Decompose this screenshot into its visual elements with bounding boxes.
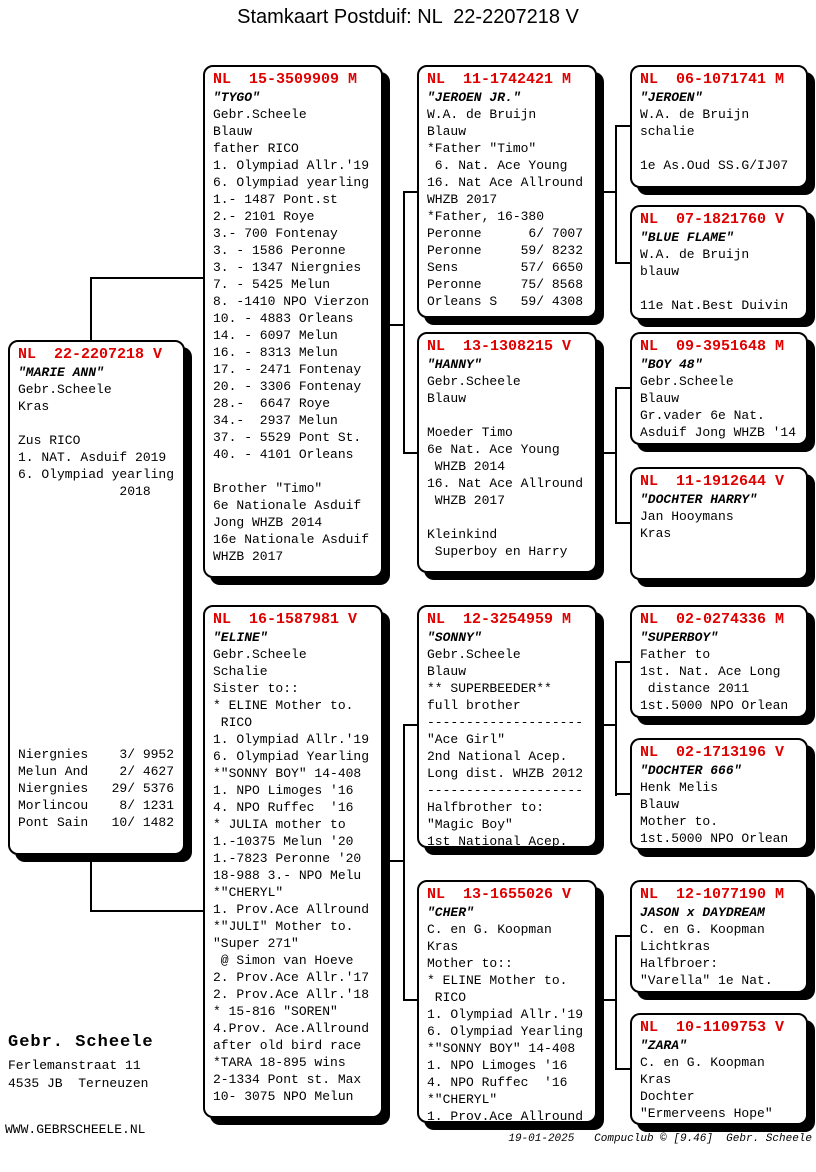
ring-number: NL 06-1071741 M <box>640 71 785 88</box>
ring-number: NL 02-1713196 V <box>640 744 785 761</box>
owner-name: Gebr. Scheele <box>8 1033 154 1052</box>
pedigree-notes: Father to 1st. Nat. Ace Long distance 20… <box>640 647 789 713</box>
ring-number: NL 09-3951648 M <box>640 338 785 355</box>
ring-number: NL 11-1742421 M <box>427 71 572 88</box>
owner-address-line1: Ferlemanstraat 11 <box>8 1058 141 1073</box>
pigeon-name: "JEROEN" <box>640 90 703 105</box>
ring-number: NL 13-1655026 V <box>427 886 572 903</box>
ring-number: NL 10-1109753 V <box>640 1019 785 1036</box>
pigeon-name: "BLUE FLAME" <box>640 230 734 245</box>
pedigree-box-mm: NL 13-1655026 V "CHER" C. en G. Koopman … <box>417 880 597 1124</box>
pigeon-name: "CHER" <box>427 905 474 920</box>
pedigree-notes: Gebr.Scheele Blauw father RICO 1. Olympi… <box>213 107 370 564</box>
pigeon-name: "MARIE ANN" <box>18 365 104 380</box>
pedigree-notes: W.A. de Bruijn schalie 1e As.Oud SS.G/IJ… <box>640 107 789 173</box>
pedigree-box-mother: NL 16-1587981 V "ELINE" Gebr.Scheele Sch… <box>203 605 383 1118</box>
page-title: Stamkaart Postduif: NL 22-2207218 V <box>237 6 579 28</box>
spacer <box>18 500 181 746</box>
owner-website: WWW.GEBRSCHEELE.NL <box>5 1122 146 1137</box>
ring-number: NL 22-2207218 V <box>18 346 163 363</box>
pedigree-notes: W.A. de Bruijn Blauw *Father "Timo" 6. N… <box>427 107 584 309</box>
ring-number: NL 16-1587981 V <box>213 611 358 628</box>
pigeon-name: "SONNY" <box>427 630 482 645</box>
pedigree-box-fmm: NL 11-1912644 V "DOCHTER HARRY" Jan Hooy… <box>630 467 808 580</box>
owner-address-line2: 4535 JB Terneuzen <box>8 1076 149 1091</box>
pedigree-box-mmm: NL 10-1109753 V "ZARA" C. en G. Koopman … <box>630 1013 808 1125</box>
ring-number: NL 13-1308215 V <box>427 338 572 355</box>
pigeon-name: "JEROEN JR." <box>427 90 521 105</box>
pigeon-name: JASON x DAYDREAM <box>640 905 765 920</box>
pedigree-box-subject: NL 22-2207218 V "MARIE ANN" Gebr.Scheele… <box>8 340 185 855</box>
pedigree-notes: C. en G. Koopman Kras Mother to:: * ELIN… <box>427 922 584 1124</box>
ring-number: NL 12-3254959 M <box>427 611 572 628</box>
ring-number: NL 02-0274336 M <box>640 611 785 628</box>
pedigree-notes: Henk Melis Blauw Mother to. 1st.5000 NPO… <box>640 780 789 846</box>
pedigree-box-father: NL 15-3509909 M "TYGO" Gebr.Scheele Blau… <box>203 65 383 578</box>
pedigree-box-mf: NL 12-3254959 M "SONNY" Gebr.Scheele Bla… <box>417 605 597 849</box>
pedigree-notes: Gebr.Scheele Kras Zus RICO 1. NAT. Asdui… <box>18 382 175 499</box>
ring-number: NL 15-3509909 M <box>213 71 358 88</box>
pigeon-name: "DOCHTER 666" <box>640 763 742 778</box>
ring-number: NL 07-1821760 V <box>640 211 785 228</box>
pigeon-name: "BOY 48" <box>640 357 703 372</box>
pedigree-box-ff: NL 11-1742421 M "JEROEN JR." W.A. de Bru… <box>417 65 597 318</box>
pedigree-box-fmf: NL 09-3951648 M "BOY 48" Gebr.Scheele Bl… <box>630 332 808 445</box>
pigeon-name: "ZARA" <box>640 1038 687 1053</box>
pedigree-box-fff: NL 06-1071741 M "JEROEN" W.A. de Bruijn … <box>630 65 808 188</box>
pigeon-name: "ELINE" <box>213 630 268 645</box>
pigeon-name: "DOCHTER HARRY" <box>640 492 758 507</box>
pedigree-notes: W.A. de Bruijn blauw 11e Nat.Best Duivin <box>640 247 789 313</box>
pedigree-notes: Gebr.Scheele Schalie Sister to:: * ELINE… <box>213 647 370 1104</box>
pedigree-box-mff: NL 02-0274336 M "SUPERBOY" Father to 1st… <box>630 605 808 718</box>
pigeon-name: "TYGO" <box>213 90 260 105</box>
race-results: Niergnies 3/ 9952 Melun And 2/ 4627 Nier… <box>18 747 175 830</box>
pedigree-notes: Jan Hooymans Kras <box>640 509 734 541</box>
pedigree-box-ffm: NL 07-1821760 V "BLUE FLAME" W.A. de Bru… <box>630 205 808 320</box>
pedigree-box-fm: NL 13-1308215 V "HANNY" Gebr.Scheele Bla… <box>417 332 597 573</box>
pedigree-box-mfm: NL 02-1713196 V "DOCHTER 666" Henk Melis… <box>630 738 808 850</box>
print-footer: 19-01-2025 Compuclub © [9.46] Gebr. Sche… <box>508 1133 812 1145</box>
pedigree-notes: C. en G. Koopman Kras Dochter "Ermerveen… <box>640 1055 773 1121</box>
pedigree-notes: C. en G. Koopman Lichtkras Halfbroer: "V… <box>640 922 773 988</box>
pigeon-name: "HANNY" <box>427 357 482 372</box>
pedigree-notes: Gebr.Scheele Blauw ** SUPERBEEDER** full… <box>427 647 584 849</box>
pedigree-notes: Gebr.Scheele Blauw Gr.vader 6e Nat. Asdu… <box>640 374 797 440</box>
pedigree-box-mmf: NL 12-1077190 M JASON x DAYDREAM C. en G… <box>630 880 808 993</box>
pedigree-notes: Gebr.Scheele Blauw Moeder Timo 6e Nat. A… <box>427 374 584 559</box>
ring-number: NL 11-1912644 V <box>640 473 785 490</box>
pigeon-name: "SUPERBOY" <box>640 630 719 645</box>
ring-number: NL 12-1077190 M <box>640 886 785 903</box>
